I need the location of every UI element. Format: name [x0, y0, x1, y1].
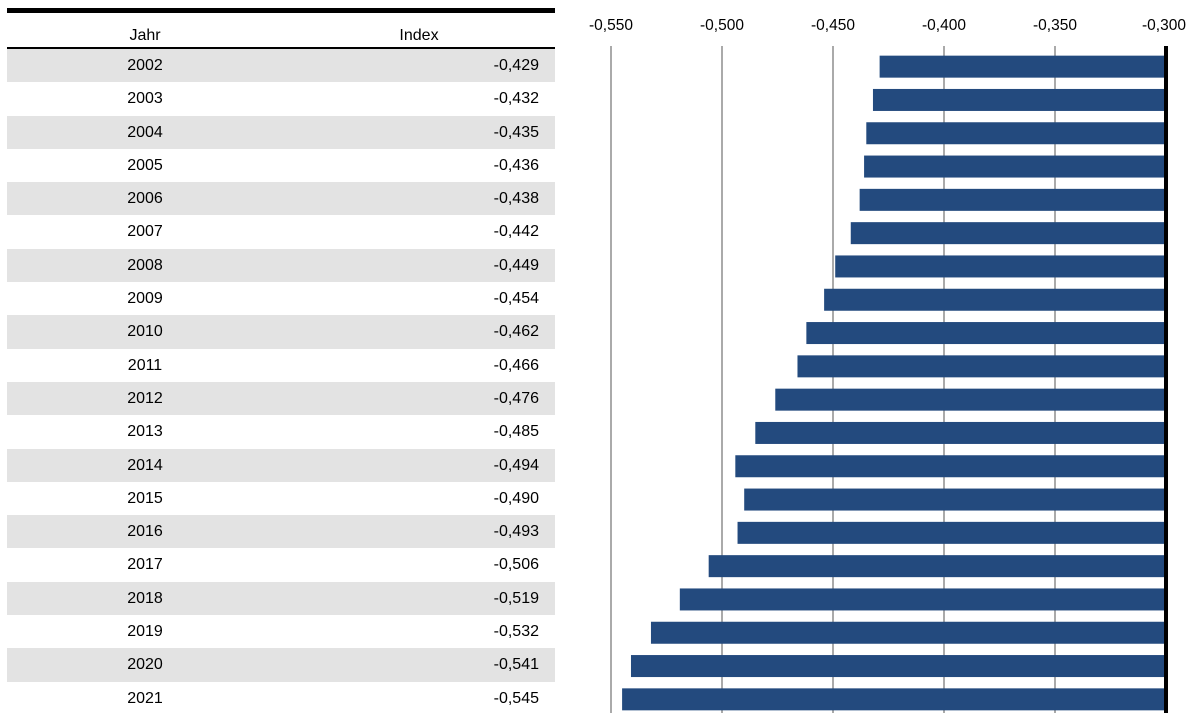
year-cell: 2016 — [127, 523, 163, 541]
table-header: Jahr Index — [7, 13, 555, 49]
index-cell: -0,519 — [493, 589, 539, 607]
bar-2016 — [737, 521, 1166, 544]
bar-2005 — [864, 155, 1166, 178]
year-cell: 2011 — [127, 356, 163, 374]
bar-2003 — [872, 88, 1166, 111]
x-tick-label: -0,400 — [922, 17, 966, 34]
index-cell: -0,449 — [493, 256, 539, 274]
year-cell: 2003 — [127, 90, 163, 108]
table-row: 2006 -0,438 — [7, 182, 555, 216]
bar-2006 — [859, 188, 1166, 211]
table-row: 2009 -0,454 — [7, 282, 555, 315]
year-cell: 2004 — [127, 123, 163, 141]
table-row: 2018 -0,519 — [7, 581, 555, 616]
table-row: 2020 -0,541 — [7, 648, 555, 682]
column-header-year: Jahr — [129, 27, 161, 44]
table-row: 2002 -0,429 — [7, 49, 555, 83]
table-row: 2015 -0,490 — [7, 482, 555, 515]
bar-2021 — [622, 688, 1166, 711]
index-cell: -0,485 — [493, 423, 539, 441]
year-cell: 2013 — [127, 423, 163, 441]
year-cell: 2005 — [127, 156, 163, 174]
index-cell: -0,432 — [493, 90, 539, 108]
bar-2019 — [650, 621, 1166, 644]
year-cell: 2018 — [127, 589, 163, 607]
x-tick-label: -0,550 — [589, 17, 633, 34]
index-cell: -0,490 — [493, 489, 539, 507]
table-row: 2005 -0,436 — [7, 149, 555, 182]
year-cell: 2012 — [127, 389, 163, 407]
index-cell: -0,435 — [493, 123, 539, 141]
year-cell: 2007 — [127, 223, 163, 241]
table-row: 2003 -0,432 — [7, 82, 555, 115]
bar-2013 — [755, 421, 1166, 444]
x-tick-label: -0,350 — [1033, 17, 1077, 34]
table-top-rule — [7, 8, 555, 13]
data-table: Jahr Index 2002 -0,429 2003 -0,432 2004 -0,43… — [7, 8, 555, 715]
x-tick-label: -0,500 — [700, 17, 744, 34]
year-cell: 2021 — [127, 689, 163, 707]
index-cell: -0,462 — [493, 323, 539, 341]
index-cell: -0,438 — [493, 190, 539, 208]
year-cell: 2008 — [127, 256, 163, 274]
bar-2018 — [679, 588, 1166, 611]
bar-2004 — [866, 122, 1166, 145]
year-cell: 2010 — [127, 323, 163, 341]
index-cell: -0,506 — [493, 556, 539, 574]
index-cell: -0,541 — [493, 656, 539, 674]
bar-2002 — [879, 55, 1166, 78]
year-cell: 2019 — [127, 623, 163, 641]
index-cell: -0,494 — [493, 456, 539, 474]
bar-2017 — [708, 555, 1166, 578]
bar-2012 — [775, 388, 1166, 411]
bar-2020 — [630, 655, 1166, 678]
bar-2010 — [806, 322, 1166, 345]
year-cell: 2002 — [127, 57, 163, 74]
index-cell: -0,532 — [493, 623, 539, 641]
index-cell: -0,429 — [493, 57, 539, 74]
table-row: 2017 -0,506 — [7, 548, 555, 581]
index-cell: -0,436 — [493, 156, 539, 174]
x-tick-label: -0,300 — [1142, 17, 1186, 34]
table-row: 2014 -0,494 — [7, 448, 555, 482]
year-cell: 2017 — [127, 556, 163, 574]
index-cell: -0,466 — [493, 356, 539, 374]
table-row: 2011 -0,466 — [7, 349, 555, 382]
bar-2009 — [824, 288, 1166, 311]
year-cell: 2006 — [127, 190, 163, 208]
column-header-index: Index — [399, 27, 439, 44]
year-cell: 2009 — [127, 290, 163, 308]
year-cell: 2015 — [127, 489, 163, 507]
table-row: 2010 -0,462 — [7, 315, 555, 349]
table-body: 2002 -0,429 2003 -0,432 2004 -0,435 2005 -0,436… — [7, 49, 555, 715]
index-cell: -0,476 — [493, 389, 539, 407]
year-cell: 2020 — [127, 656, 163, 674]
index-cell: -0,454 — [493, 290, 539, 308]
bar-2007 — [850, 222, 1166, 245]
x-tick-label: -0,450 — [811, 17, 855, 34]
table-row: 2008 -0,449 — [7, 248, 555, 283]
bar-2011 — [797, 355, 1166, 378]
table-row: 2013 -0,485 — [7, 415, 555, 448]
table-row: 2016 -0,493 — [7, 515, 555, 549]
index-cell: -0,442 — [493, 223, 539, 241]
table-row: 2019 -0,532 — [7, 615, 555, 648]
year-cell: 2014 — [127, 456, 163, 474]
table-row: 2012 -0,476 — [7, 381, 555, 416]
bar-2014 — [735, 455, 1166, 478]
bar-2015 — [744, 488, 1166, 511]
table-row: 2004 -0,435 — [7, 115, 555, 149]
table-row: 2007 -0,442 — [7, 215, 555, 248]
table-row: 2021 -0,545 — [7, 682, 555, 715]
index-cell: -0,493 — [493, 523, 539, 541]
bar-2008 — [835, 255, 1166, 278]
index-cell: -0,545 — [493, 689, 539, 707]
